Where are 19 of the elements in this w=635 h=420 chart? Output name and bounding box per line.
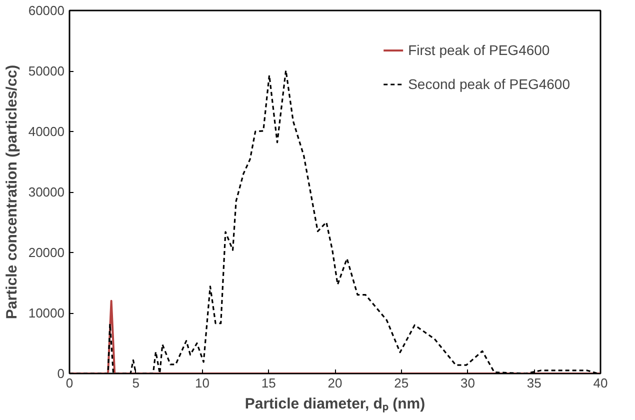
x-tick-label: 35 [526,376,542,390]
y-tick-label: 0 [57,366,65,381]
x-tick-label: 25 [394,376,409,390]
legend-label: First peak of PEG4600 [408,42,550,58]
x-tick-label: 5 [132,376,140,390]
x-tick-label: 40 [593,376,608,390]
y-tick-label: 10000 [28,306,65,320]
y-tick-label: 50000 [28,64,65,78]
y-tick-label: 30000 [28,184,65,200]
y-tick-label: 60000 [28,3,65,18]
y-axis-title: Particle concentration (particles/cc) [3,64,20,320]
x-tick-label: 10 [195,376,210,390]
y-tick-label: 40000 [28,124,65,139]
x-axis-title: Particle diameter, dₚ (nm) [244,396,426,412]
legend-label: Second peak of PEG4600 [408,76,570,92]
x-tick-label: 30 [460,376,475,390]
y-tick-label: 20000 [28,245,65,260]
x-tick-label: 20 [328,376,342,390]
x-tick-label: 15 [261,376,276,390]
